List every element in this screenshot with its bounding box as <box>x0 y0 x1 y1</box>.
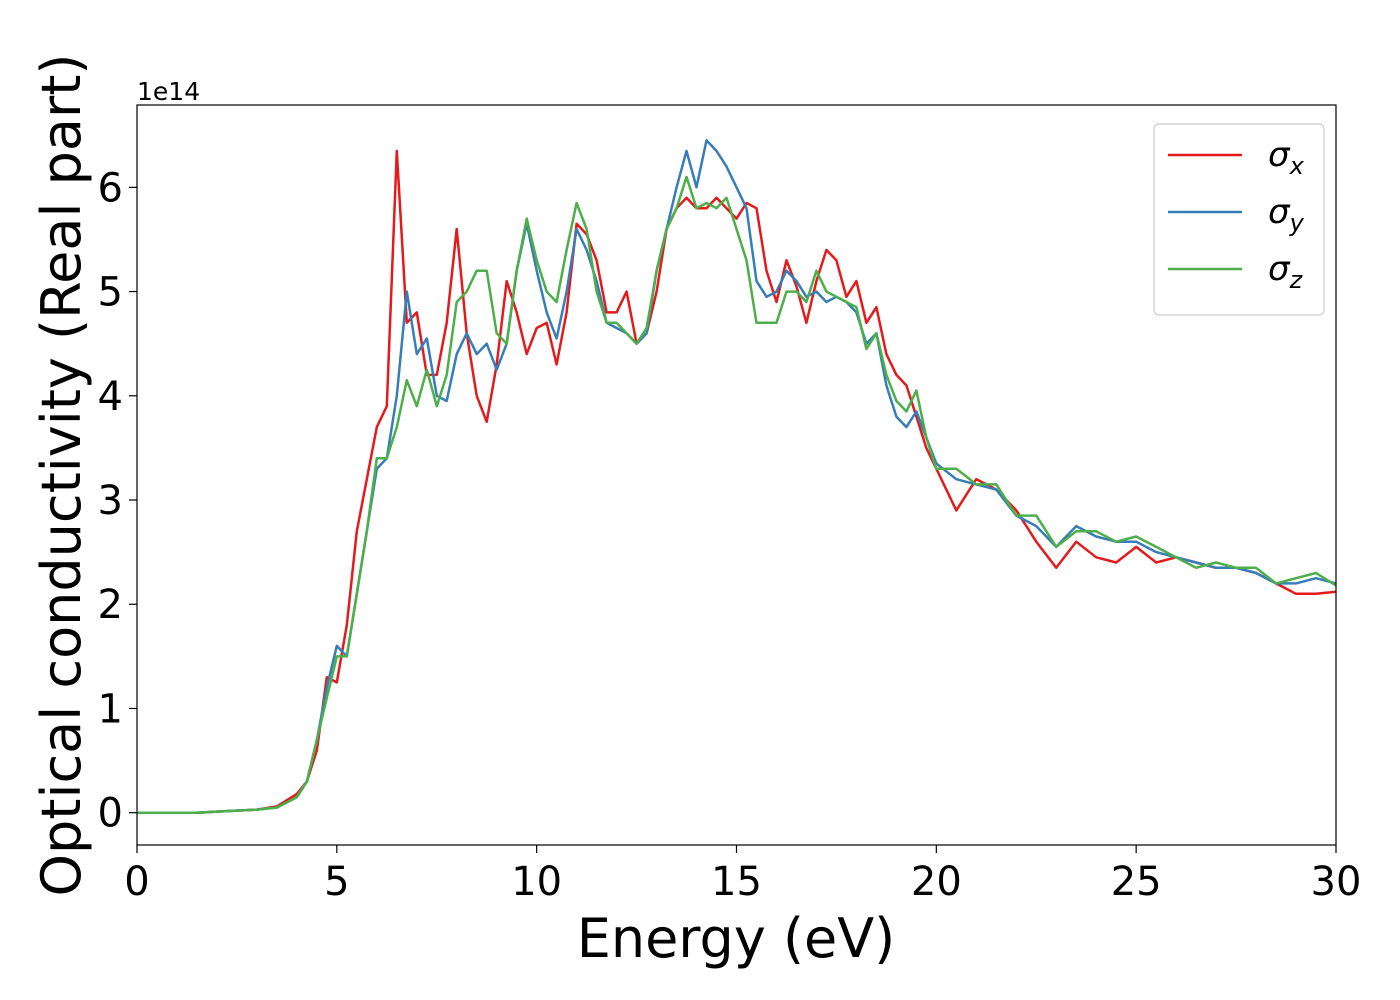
y-tick-label: 6 <box>98 165 123 211</box>
x-tick-label: 5 <box>324 859 349 905</box>
series-line <box>137 175 1336 814</box>
x-tick-label: 10 <box>511 859 562 905</box>
plot-frame <box>136 104 1337 846</box>
x-tick-label: 30 <box>1311 859 1362 905</box>
y-tick-label: 1 <box>98 686 123 732</box>
legend-box <box>1153 123 1325 316</box>
y-tick-label: 5 <box>98 270 123 316</box>
legend-label: σx <box>1268 135 1305 180</box>
y-offset: 1e14 <box>137 77 200 106</box>
y-tick-label: 2 <box>98 582 123 628</box>
x-tick-label: 20 <box>911 859 962 905</box>
legend-label: σz <box>1268 249 1304 294</box>
x-tick-label: 0 <box>124 859 149 905</box>
x-tick-label: 15 <box>711 859 762 905</box>
x-tick-label: 25 <box>1111 859 1162 905</box>
y-tick-label: 4 <box>98 374 123 420</box>
legend-label: σy <box>1268 192 1305 237</box>
y-tick-label: 0 <box>98 791 123 837</box>
x-axis-label: Energy (eV) <box>577 907 896 970</box>
y-tick-label: 3 <box>98 478 123 524</box>
y-axis-label: Optical conductivity (Real part) <box>30 54 93 897</box>
